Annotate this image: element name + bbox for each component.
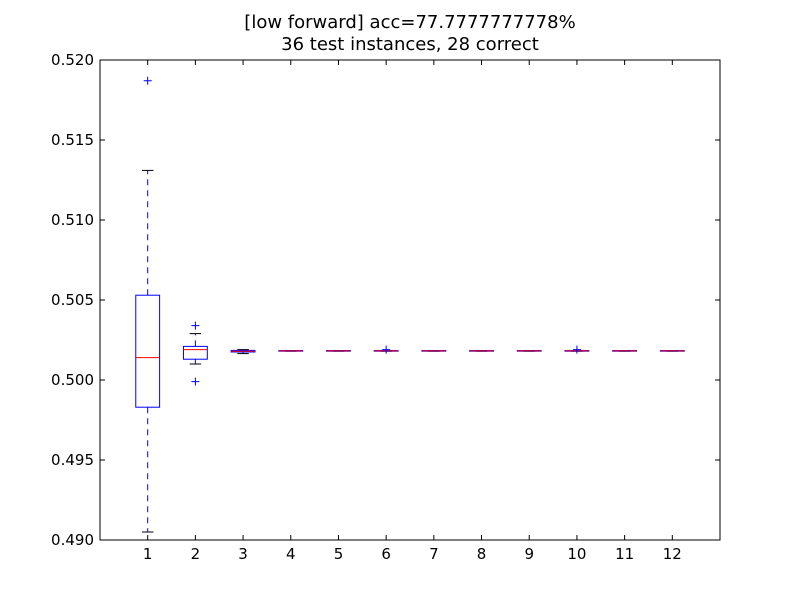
plot-marks: [135, 76, 685, 533]
flier-point: [191, 377, 200, 386]
x-tick-label: 1: [143, 545, 153, 563]
x-axis-ticks: 1 2 3 4 5 6 7 8 9 10 11 12: [143, 60, 682, 563]
box-group-3: [230, 349, 256, 355]
y-tick-label: 0.505: [51, 291, 94, 309]
y-tick-label: 0.500: [51, 371, 94, 389]
box: [182, 345, 208, 360]
y-axis-ticks: 0.490 0.495 0.500 0.505 0.510 0.515 0.520: [51, 51, 720, 549]
x-tick-label: 6: [381, 545, 391, 563]
flier-point: [572, 345, 581, 354]
flier-point: [191, 321, 200, 330]
flier-point: [382, 345, 391, 354]
box-group-6: [373, 345, 399, 354]
box-group-5: [326, 350, 351, 352]
y-tick-label: 0.490: [51, 531, 94, 549]
x-tick-label: 12: [663, 545, 682, 563]
x-tick-label: 4: [286, 545, 296, 563]
box-group-9: [516, 350, 542, 352]
x-tick-label: 5: [334, 545, 344, 563]
box-group-4: [278, 350, 304, 352]
chart-title-block: [low forward] acc=77.7777777778% 36 test…: [0, 12, 800, 56]
x-tick-label: 2: [191, 545, 201, 563]
x-tick-label: 8: [477, 545, 487, 563]
box-group-12: [659, 350, 685, 352]
x-tick-label: 11: [615, 545, 634, 563]
y-tick-label: 0.495: [51, 451, 94, 469]
x-tick-label: 7: [429, 545, 439, 563]
box-group-7: [421, 350, 447, 352]
y-tick-label: 0.510: [51, 211, 94, 229]
box-group-8: [469, 350, 494, 352]
x-tick-label: 10: [567, 545, 586, 563]
box: [135, 294, 161, 408]
x-tick-label: 9: [524, 545, 534, 563]
box-group-11: [612, 350, 638, 352]
x-tick-label: 3: [238, 545, 248, 563]
box-group-2: [182, 321, 208, 386]
box-group-10: [564, 345, 590, 354]
y-tick-label: 0.520: [51, 51, 94, 69]
axes-frame: [99, 59, 721, 541]
y-tick-label: 0.515: [51, 131, 94, 149]
chart-title: [low forward] acc=77.7777777778%: [244, 12, 576, 33]
flier-point: [143, 76, 152, 85]
chart-subtitle: 36 test instances, 28 correct: [281, 34, 539, 55]
box-group-1: [135, 76, 161, 533]
